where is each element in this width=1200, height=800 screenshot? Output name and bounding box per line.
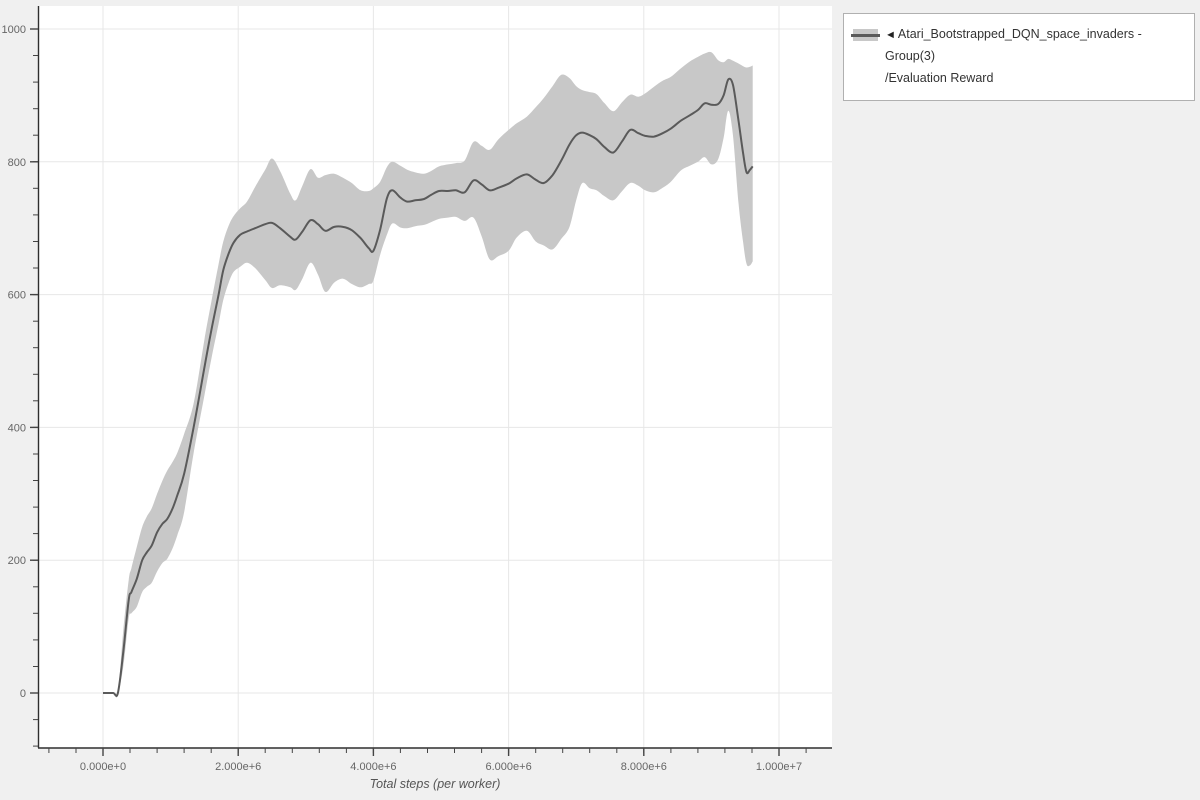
legend-metric-name: /Evaluation Reward <box>885 70 994 85</box>
y-tick-label: 600 <box>8 290 26 302</box>
y-tick-label: 200 <box>8 555 26 567</box>
x-tick-label: 1.000e+7 <box>756 761 802 773</box>
collapse-arrow-icon[interactable]: ◄ <box>885 29 896 41</box>
x-tick-label: 2.000e+6 <box>215 761 261 773</box>
x-axis-title: Total steps (per worker) <box>370 777 501 791</box>
y-tick-label: 0 <box>20 688 26 700</box>
legend-series-name: Atari_Bootstrapped_DQN_space_invaders - … <box>885 27 1142 63</box>
x-tick-label: 6.000e+6 <box>486 761 532 773</box>
series-swatch-icon <box>851 29 880 41</box>
x-tick-label: 4.000e+6 <box>350 761 396 773</box>
x-tick-label: 8.000e+6 <box>621 761 667 773</box>
confidence-band <box>103 51 753 698</box>
legend-panel[interactable]: ◄ Atari_Bootstrapped_DQN_space_invaders -… <box>843 13 1195 101</box>
legend-entry[interactable]: ◄ Atari_Bootstrapped_DQN_space_invaders -… <box>851 24 1186 90</box>
mean-line <box>102 77 754 698</box>
y-tick-label: 400 <box>8 422 26 434</box>
series-line-icon <box>851 34 880 37</box>
x-tick-label: 0.000e+0 <box>80 761 126 773</box>
y-tick-label: 800 <box>8 157 26 169</box>
legend-label: ◄ Atari_Bootstrapped_DQN_space_invaders -… <box>885 24 1186 90</box>
y-tick-label: 1000 <box>2 24 26 36</box>
